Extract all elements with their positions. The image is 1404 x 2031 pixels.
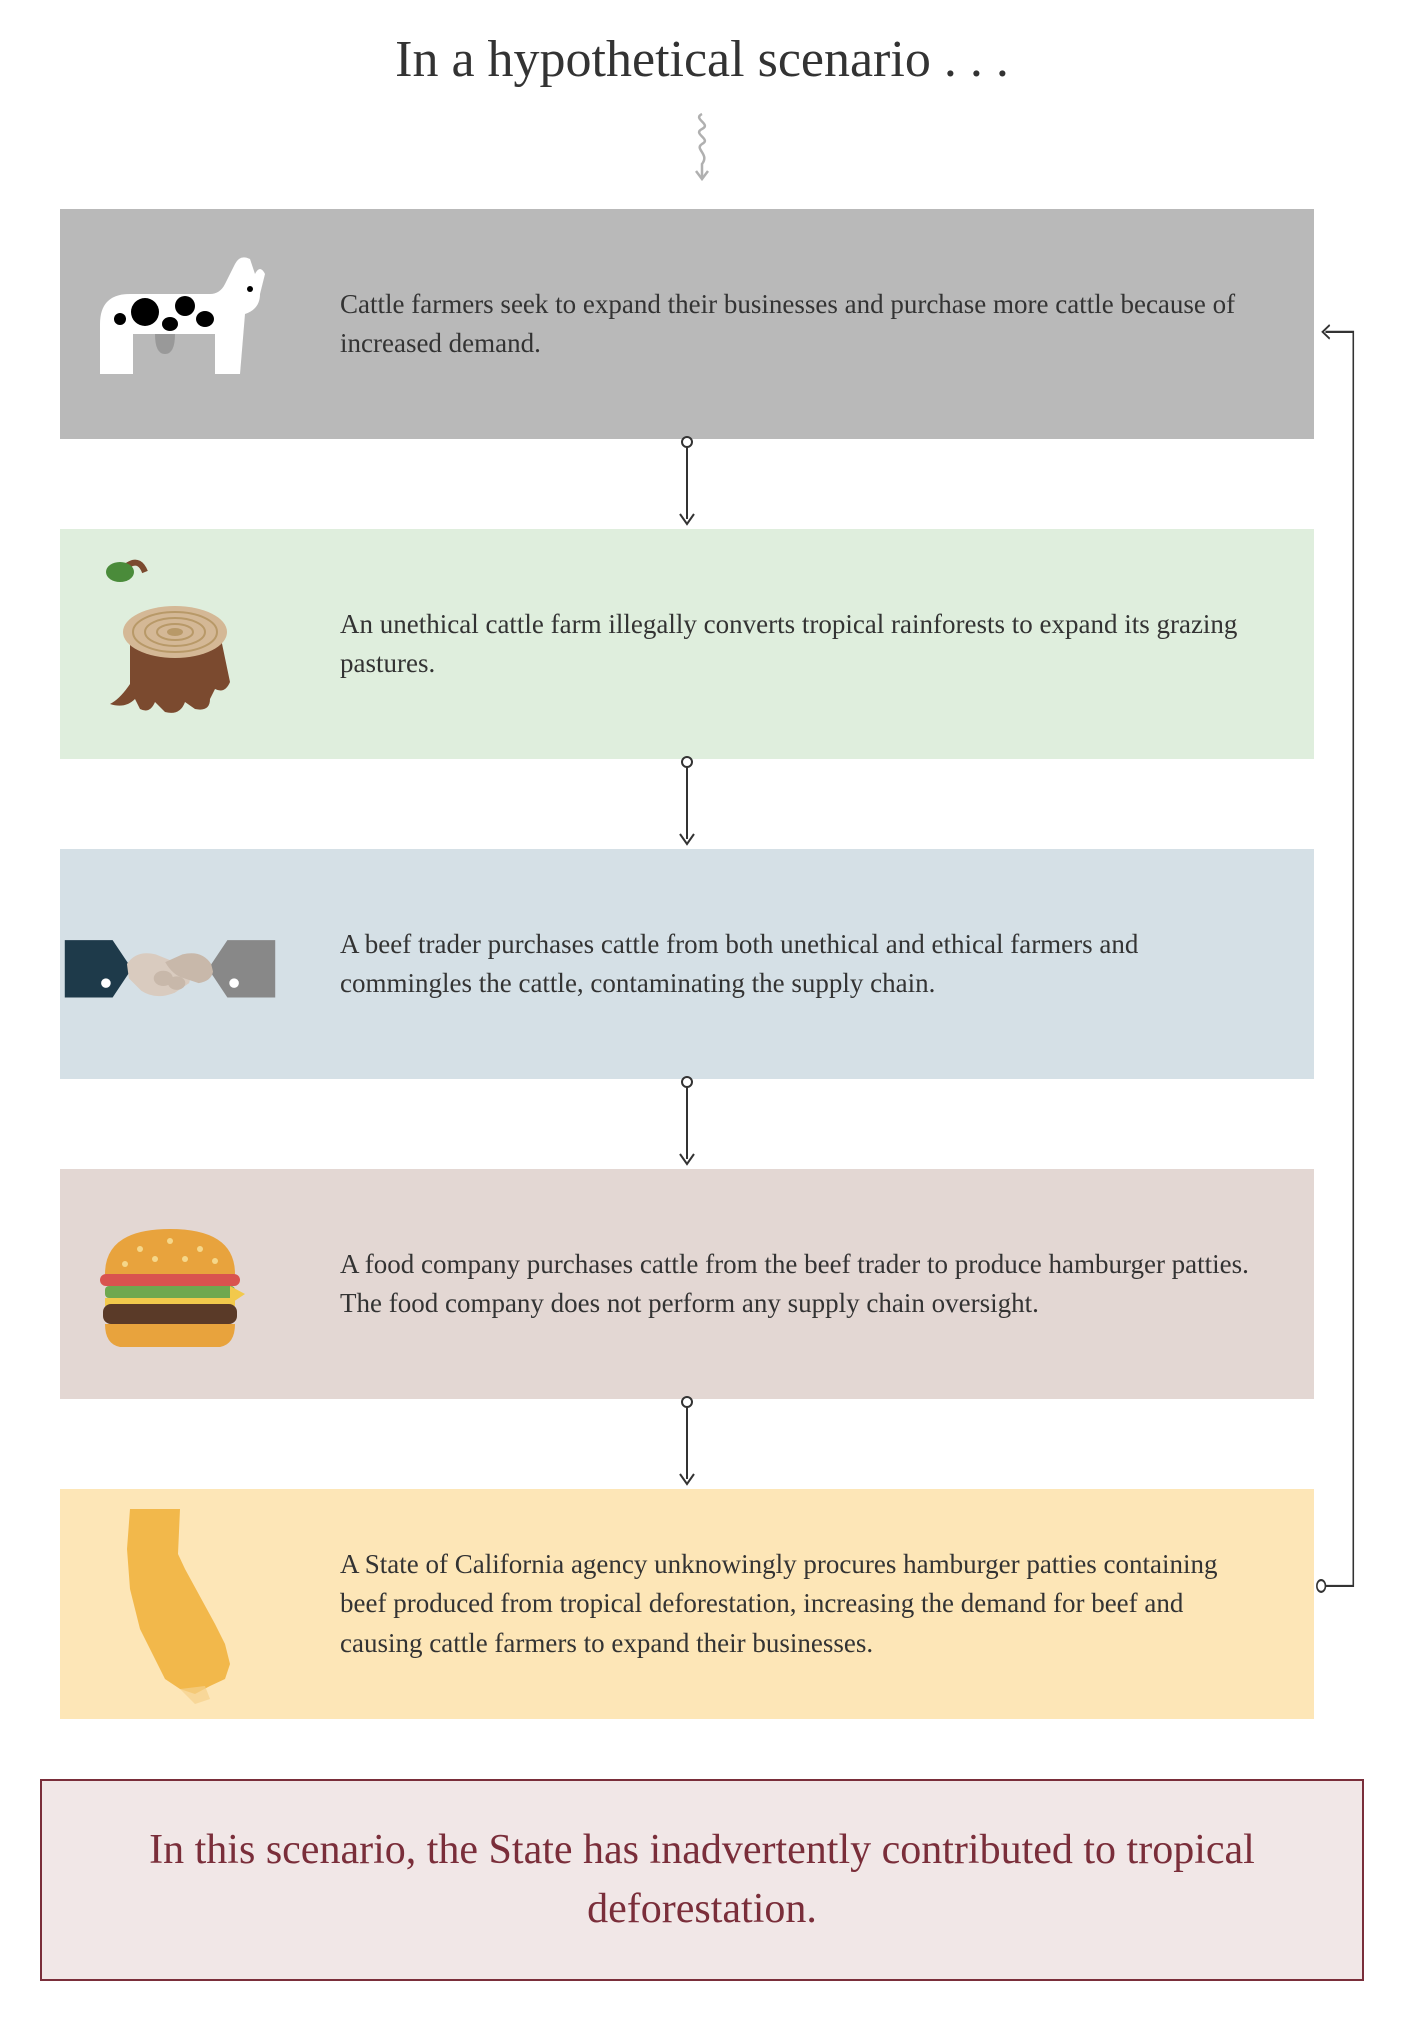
step-text: A State of California agency unknowingly… <box>340 1545 1254 1662</box>
hamburger-icon <box>75 1199 265 1369</box>
step-text: Cattle farmers seek to expand their busi… <box>340 285 1254 363</box>
tree-stump-icon <box>70 554 270 734</box>
step-text: An unethical cattle farm illegally conve… <box>340 605 1254 683</box>
step-text: A food company purchases cattle from the… <box>340 1245 1254 1323</box>
step-text: A beef trader purchases cattle from both… <box>340 925 1254 1003</box>
conclusion-box: In this scenario, the State has inadvert… <box>40 1779 1364 1981</box>
connector-arrow-icon <box>60 1079 1314 1169</box>
step-california-agency: A State of California agency unknowingly… <box>60 1489 1314 1719</box>
squiggle-arrow-icon <box>672 109 732 189</box>
feedback-loop-arrow-icon <box>1314 324 1364 1724</box>
california-icon <box>85 1494 255 1714</box>
flowchart: Cattle farmers seek to expand their busi… <box>20 209 1384 1719</box>
page-title: In a hypothetical scenario . . . <box>20 30 1384 89</box>
connector-arrow-icon <box>60 439 1314 529</box>
handshake-icon <box>60 884 280 1044</box>
conclusion-text: In this scenario, the State has inadvert… <box>102 1821 1302 1939</box>
step-deforestation: An unethical cattle farm illegally conve… <box>60 529 1314 759</box>
step-beef-trader: A beef trader purchases cattle from both… <box>60 849 1314 1079</box>
step-food-company: A food company purchases cattle from the… <box>60 1169 1314 1399</box>
connector-arrow-icon <box>60 759 1314 849</box>
cow-icon <box>60 234 280 414</box>
step-cattle-farmers: Cattle farmers seek to expand their busi… <box>60 209 1314 439</box>
connector-arrow-icon <box>60 1399 1314 1489</box>
